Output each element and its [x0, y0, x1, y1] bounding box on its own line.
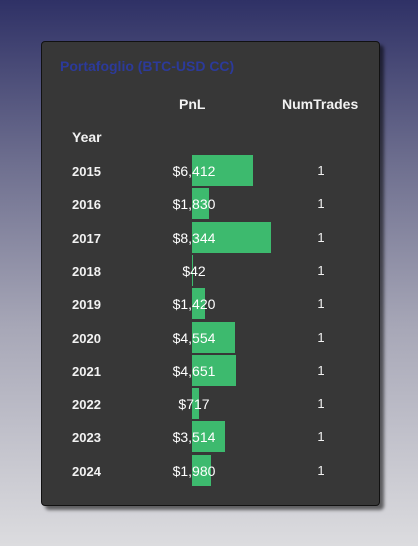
pnl-bar	[192, 321, 236, 353]
num-trades-cell: 1	[317, 462, 325, 478]
year-cell: 2015	[72, 164, 101, 179]
year-cell: 2016	[72, 197, 101, 213]
num-trades-cell: 1	[317, 362, 325, 378]
pnl-cell: $8,344	[172, 229, 216, 246]
pnl-bar	[192, 421, 226, 453]
pnl-bar	[192, 354, 237, 386]
num-trades-cell: 1	[317, 262, 325, 278]
table-row: 2018 $42 1	[42, 254, 379, 288]
table-row: 2022 $717 1	[42, 388, 379, 421]
pnl-cell: $717	[178, 396, 210, 413]
index-header-year: Year	[72, 129, 102, 145]
year-cell: 2022	[72, 397, 101, 413]
pnl-cell: $1,830	[172, 196, 216, 213]
pnl-cell: $3,514	[172, 429, 216, 446]
year-cell: 2020	[72, 330, 101, 346]
num-trades-cell: 1	[317, 429, 325, 445]
year-cell: 2019	[72, 297, 101, 313]
pnl-bar	[192, 221, 271, 253]
table-row: 2015 $6,412 1	[42, 155, 379, 188]
pnl-bar	[192, 155, 253, 186]
pnl-cell: $6,412	[172, 163, 216, 179]
num-trades-cell: 1	[317, 229, 325, 245]
pnl-bar	[192, 454, 211, 486]
num-trades-cell: 1	[317, 396, 325, 412]
table-row: 2017 $8,344 1	[42, 221, 379, 255]
column-header-pnl: PnL	[179, 96, 206, 112]
num-trades-cell: 1	[317, 196, 325, 212]
table-row: 2023 $3,514 1	[42, 421, 379, 454]
pnl-bar	[192, 254, 193, 286]
table-row: 2021 $4,651 1	[42, 354, 379, 388]
year-cell: 2021	[72, 363, 101, 379]
year-cell: 2024	[72, 463, 101, 479]
num-trades-cell: 1	[317, 329, 325, 345]
table-row: 2024 $1,980 1	[42, 454, 379, 488]
table-row: 2019 $1,420 1	[42, 288, 379, 321]
table-row: 2020 $4,554 1	[42, 321, 379, 355]
pnl-cell: $1,420	[172, 296, 216, 313]
num-trades-cell: 1	[317, 163, 325, 178]
portfolio-title: Portafoglio (BTC-USD CC)	[60, 58, 235, 74]
column-header-num-trades: NumTrades	[282, 96, 359, 112]
pnl-bar	[192, 388, 199, 420]
year-cell: 2018	[72, 263, 101, 279]
pnl-bar	[192, 288, 206, 320]
pnl-cell: $42	[182, 262, 206, 279]
pnl-bar	[192, 188, 210, 220]
portfolio-card: Portafoglio (BTC-USD CC) PnL NumTrades Y…	[41, 41, 380, 506]
table-row: 2016 $1,830 1	[42, 188, 379, 221]
year-cell: 2023	[72, 430, 101, 446]
pnl-cell: $1,980	[172, 462, 216, 479]
num-trades-cell: 1	[317, 296, 325, 312]
pnl-cell: $4,554	[172, 329, 216, 346]
year-cell: 2017	[72, 230, 101, 246]
pnl-cell: $4,651	[172, 362, 216, 379]
